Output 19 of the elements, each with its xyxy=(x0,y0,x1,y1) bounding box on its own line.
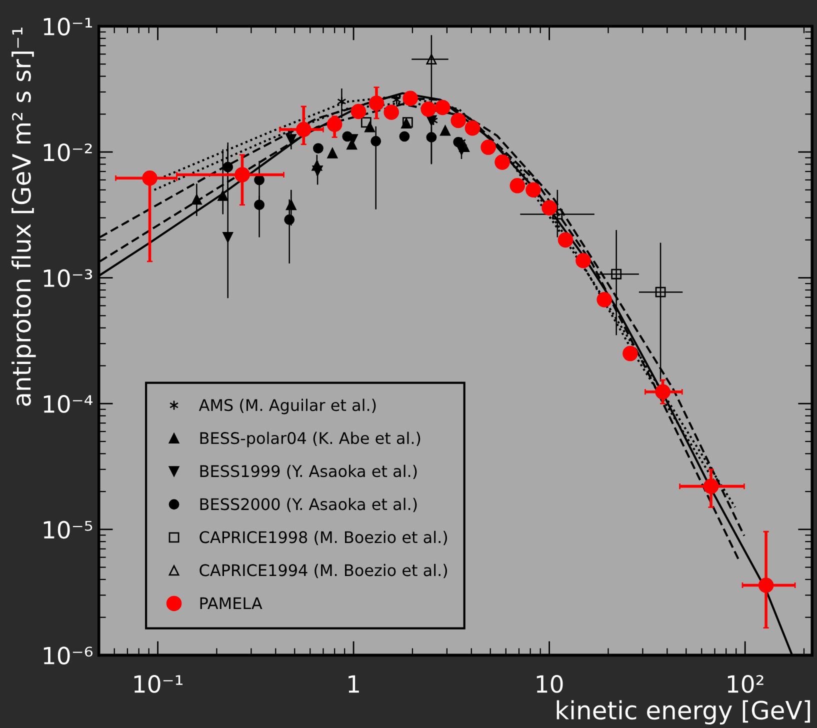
x-tick-label: 10² xyxy=(728,675,764,693)
x-tick-label: 10 xyxy=(536,675,563,693)
legend-label: CAPRICE1994 (M. Boezio et al.) xyxy=(200,564,447,578)
legend-label: CAPRICE1998 (M. Boezio et al.) xyxy=(200,530,447,546)
x-tick-label: 10⁻¹ xyxy=(134,675,182,693)
y-tick-label: 10⁻² xyxy=(44,143,92,162)
legend-label: BESS2000 (Y. Asaoka et al.) xyxy=(200,498,417,512)
legend-label: AMS (M. Aguilar et al.) xyxy=(198,398,376,414)
y-axis-title: antiproton flux [GeV m² s sr]⁻¹ xyxy=(12,28,36,406)
y-tick-label: 10⁻¹ xyxy=(44,18,92,36)
y-tick-label: 10⁻⁶ xyxy=(44,646,93,665)
legend-label: BESS-polar04 (K. Abe et al.) xyxy=(200,432,420,448)
y-tick-label: 10⁻⁵ xyxy=(44,520,92,539)
x-tick-label: 1 xyxy=(348,675,359,693)
y-tick-label: 10⁻³ xyxy=(44,269,92,288)
x-axis-title: kinetic energy [GeV] xyxy=(556,700,810,724)
legend-label: PAMELA xyxy=(200,597,262,610)
legend-label: BESS1999 (Y. Asaoka et al.) xyxy=(200,464,417,480)
y-tick-label: 10⁻⁴ xyxy=(44,395,93,413)
